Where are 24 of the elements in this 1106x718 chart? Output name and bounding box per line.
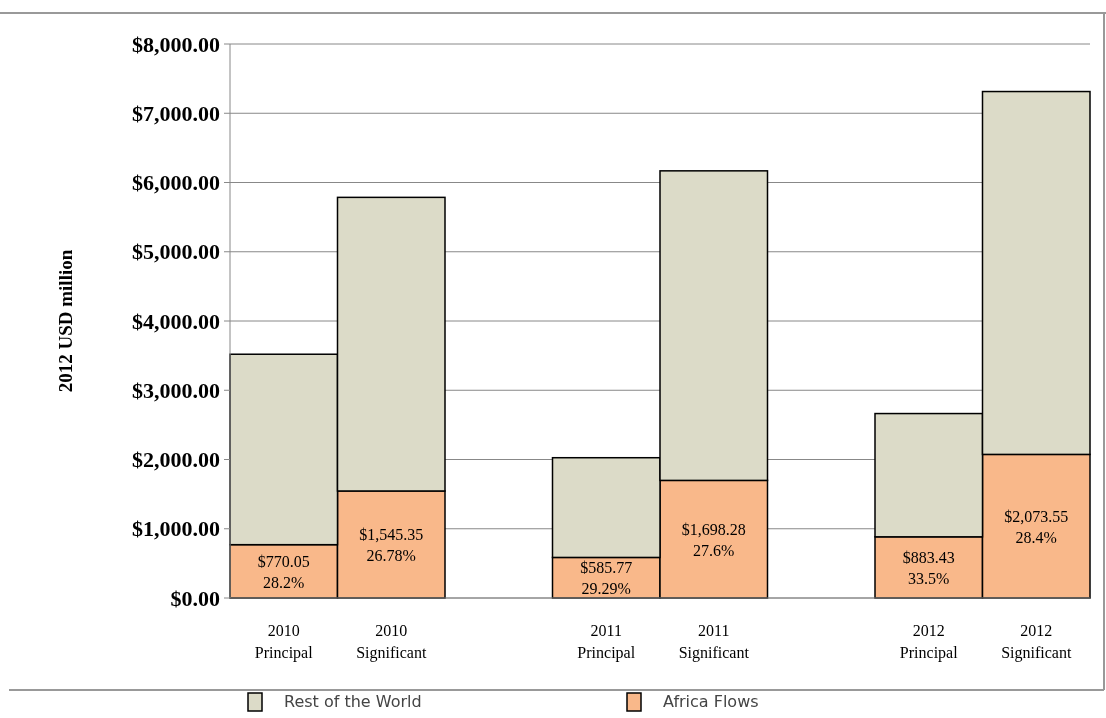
x-tick-label: 2012 Principal <box>899 622 959 662</box>
y-tick-label: $8,000.00 <box>132 31 220 57</box>
y-tick-label: $6,000.00 <box>132 170 220 196</box>
y-tick-label: $1,000.00 <box>132 516 220 542</box>
data-label: $2,073.55 28.4% <box>1004 507 1069 546</box>
x-tick-label: 2010 Principal <box>254 622 314 662</box>
y-tick-label: $3,000.00 <box>132 377 220 403</box>
y-tick-label: $2,000.00 <box>132 447 220 473</box>
data-label: $1,698.28 27.6% <box>681 520 746 559</box>
x-tick-label: 2011 Principal <box>577 622 636 662</box>
legend-label: Africa Flows <box>663 692 759 711</box>
y-tick-label: $0.00 <box>170 585 220 611</box>
data-label: $770.05 28.2% <box>257 552 310 591</box>
y-axis-title: 2012 USD million <box>55 249 76 393</box>
y-tick-label: $5,000.00 <box>132 239 220 265</box>
data-label: $883.43 33.5% <box>902 549 955 588</box>
legend-label: Rest of the World <box>284 692 422 711</box>
x-tick-label: 2012 Significant <box>1001 622 1072 662</box>
x-tick-label: 2010 Significant <box>356 622 427 662</box>
data-label: $1,545.35 26.78% <box>359 526 424 565</box>
data-label: $585.77 29.29% <box>580 559 633 598</box>
y-tick-label: $7,000.00 <box>132 100 220 126</box>
y-tick-label: $4,000.00 <box>132 308 220 334</box>
x-tick-label: 2011 Significant <box>678 622 750 662</box>
